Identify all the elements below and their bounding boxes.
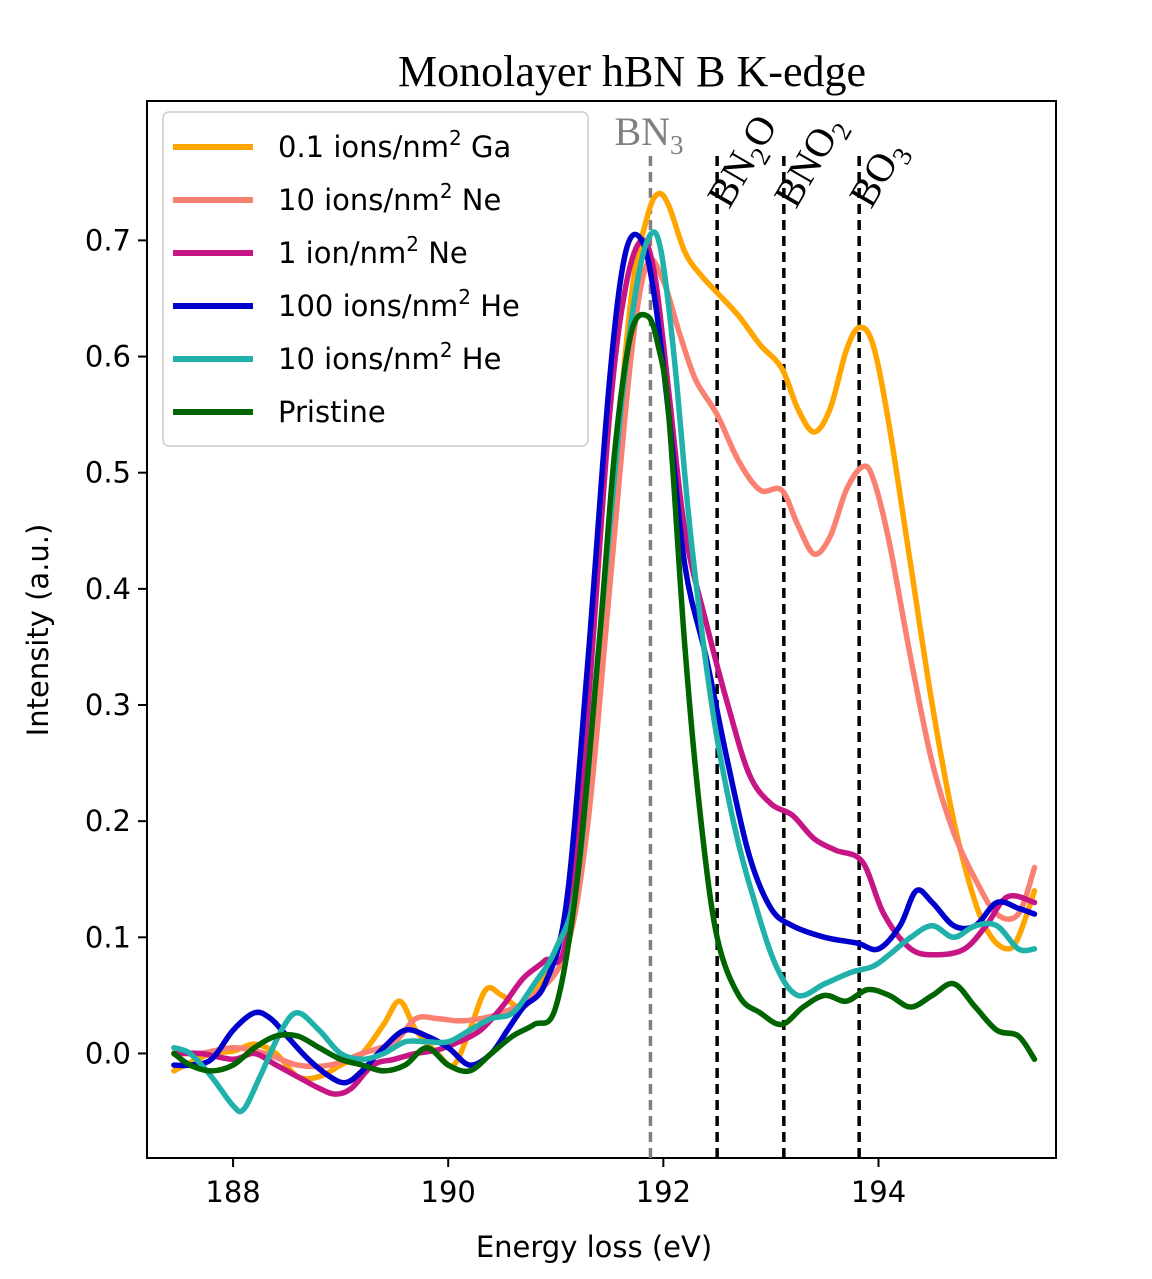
series-group xyxy=(171,190,1038,1115)
y-axis: 0.0 0.1 0.2 0.3 0.4 0.5 0.6 0.7 xyxy=(85,223,147,1070)
legend-label-0: 0.1 ions/nm2 Ga xyxy=(278,126,511,164)
y-tick-label-7: 0.7 xyxy=(85,223,131,257)
legend-box xyxy=(162,111,589,447)
x-tick-label-1: 190 xyxy=(421,1175,476,1209)
legend-label-4: 10 ions/nm2 He xyxy=(278,338,501,376)
legend-label-3: 100 ions/nm2 He xyxy=(278,285,520,323)
series-line-1 xyxy=(171,256,1038,1070)
x-axis-label: Energy loss (eV) xyxy=(476,1230,712,1264)
y-tick-label-5: 0.5 xyxy=(85,456,131,490)
y-tick-label-0: 0.0 xyxy=(85,1036,131,1070)
series-line-2 xyxy=(171,237,1038,1097)
legend-label-1: 10 ions/nm2 Ne xyxy=(278,179,501,217)
x-axis: 188 190 192 194 xyxy=(205,1158,906,1209)
series-line-3 xyxy=(171,231,1038,1086)
y-tick-label-2: 0.2 xyxy=(85,804,131,838)
y-tick-label-1: 0.1 xyxy=(85,920,131,954)
vline-label-3: BO3 xyxy=(840,132,919,217)
x-tick-label-3: 194 xyxy=(851,1175,906,1209)
series-line-5 xyxy=(171,311,1038,1075)
y-tick-label-6: 0.6 xyxy=(85,340,131,374)
chart-title: Monolayer hBN B K-edge xyxy=(398,47,866,96)
x-tick-label-0: 188 xyxy=(205,1175,260,1209)
legend-label-5: Pristine xyxy=(278,395,386,429)
y-tick-label-4: 0.4 xyxy=(85,572,131,606)
y-axis-label: Intensity (a.u.) xyxy=(21,524,55,737)
vline-label-2: BNO2 xyxy=(765,107,858,217)
legend: 0.1 ions/nm2 Ga 10 ions/nm2 Ne 1 ion/nm2 N… xyxy=(162,111,589,447)
vline-label-1: BN2O xyxy=(698,107,791,217)
y-tick-label-3: 0.3 xyxy=(85,688,131,722)
vline-label-0: BN3 xyxy=(614,109,683,160)
plot-frame xyxy=(146,100,1057,1159)
x-tick-label-2: 192 xyxy=(636,1175,691,1209)
legend-label-2: 1 ion/nm2 Ne xyxy=(278,232,468,270)
